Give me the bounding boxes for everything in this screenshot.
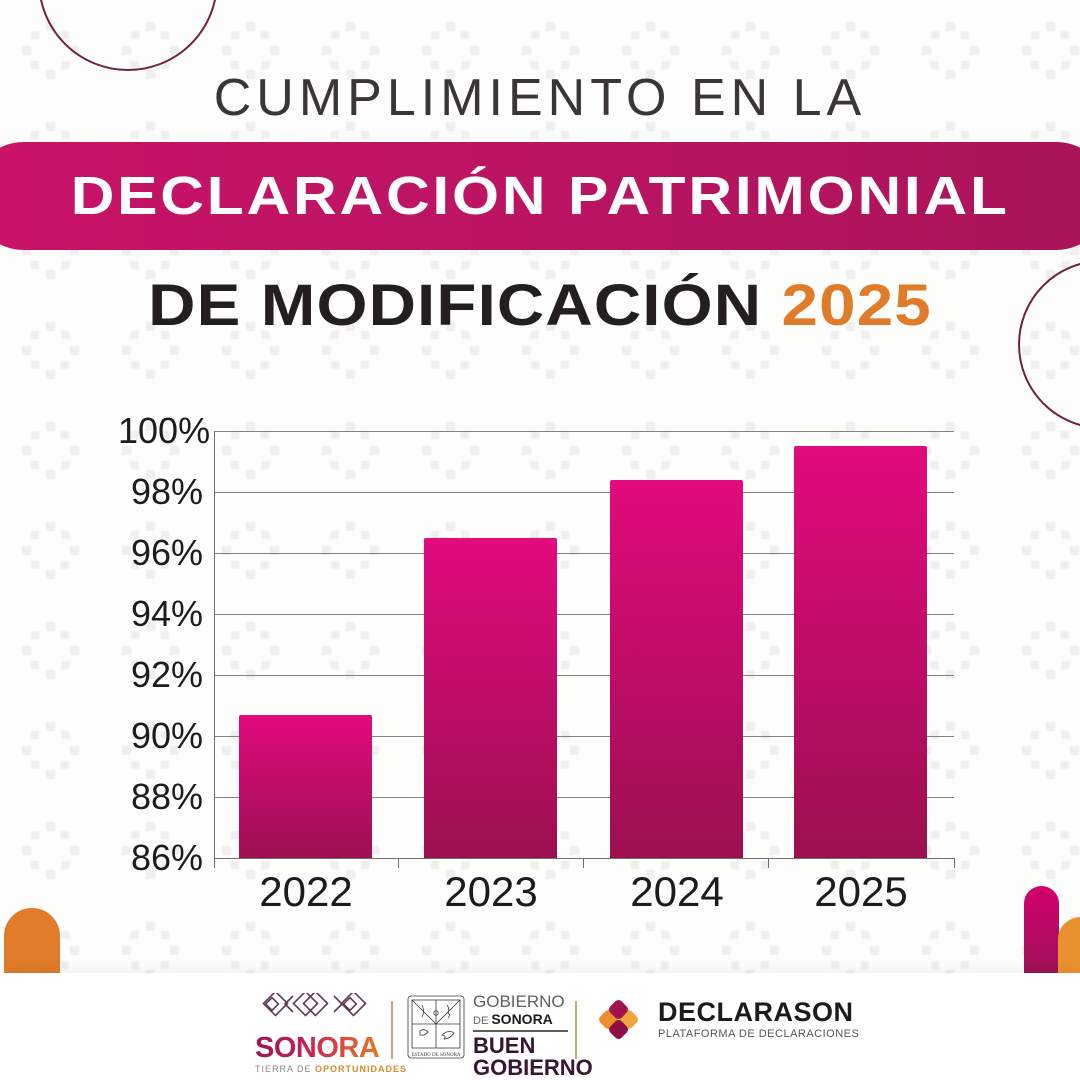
svg-text:ESTADO DE SONORA: ESTADO DE SONORA <box>411 1053 460 1058</box>
